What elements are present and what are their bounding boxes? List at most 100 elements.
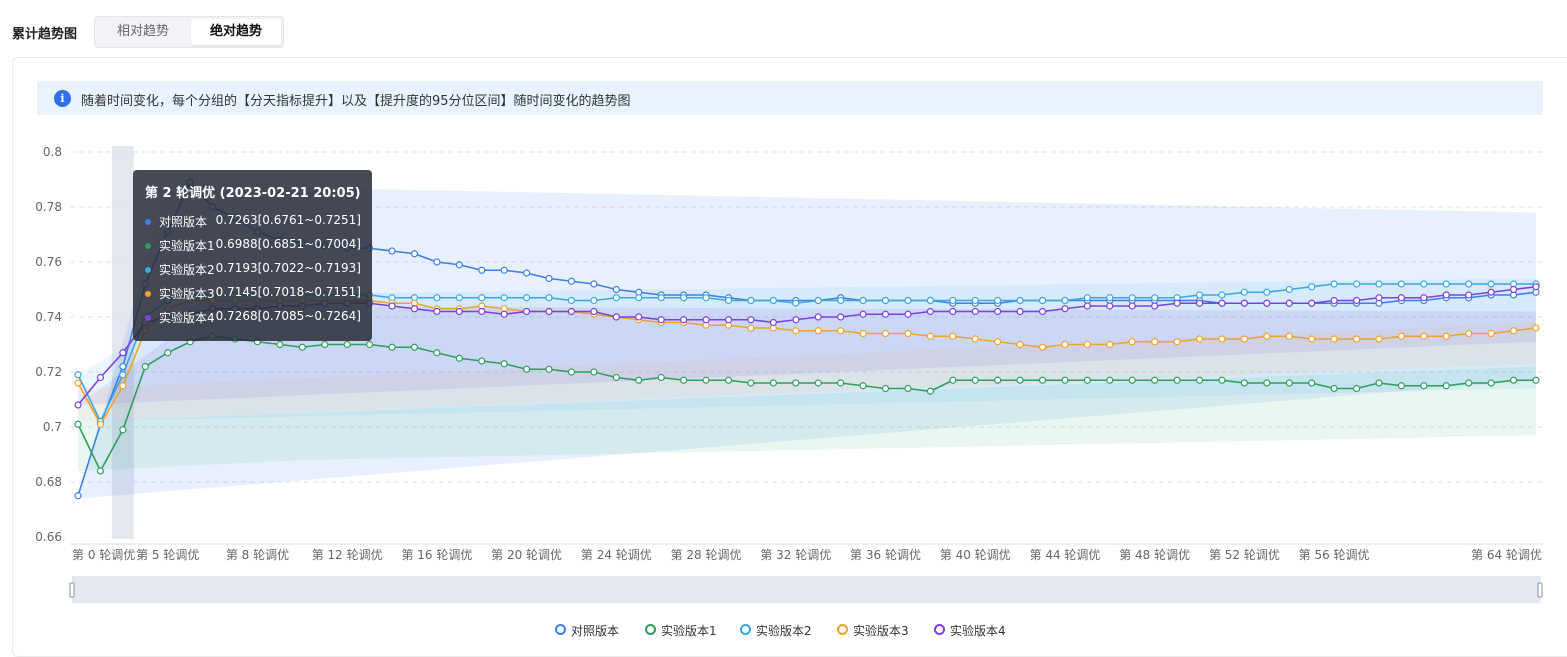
data-point xyxy=(702,376,710,384)
data-point xyxy=(747,316,755,324)
y-tick-label: 0.68 xyxy=(35,475,62,489)
data-point xyxy=(1487,280,1495,288)
x-tick-label: 第 5 轮调优 xyxy=(136,548,199,562)
data-point xyxy=(926,332,934,340)
data-point xyxy=(747,296,755,305)
data-point xyxy=(792,379,800,387)
legend-label: 对照版本 xyxy=(571,624,620,638)
data-point xyxy=(1016,376,1024,384)
data-point xyxy=(1106,376,1114,384)
data-point xyxy=(1465,280,1473,288)
data-point xyxy=(904,296,912,305)
tab-relative-trend[interactable]: 相对趋势 xyxy=(116,24,169,39)
data-point xyxy=(859,382,867,390)
data-point xyxy=(1442,332,1450,340)
data-point xyxy=(545,274,553,283)
data-point xyxy=(74,492,82,500)
data-point xyxy=(1240,299,1249,307)
data-point xyxy=(1038,376,1047,384)
x-tick-label: 第 36 轮调优 xyxy=(850,548,921,562)
data-point xyxy=(859,310,867,318)
zoom-handle-left[interactable] xyxy=(69,582,75,598)
data-point xyxy=(1083,376,1091,384)
data-point xyxy=(567,296,576,305)
info-icon: i xyxy=(54,90,71,107)
data-point xyxy=(545,365,553,373)
legend-label: 实验版本4 xyxy=(950,624,1006,638)
data-point xyxy=(881,296,890,305)
data-point xyxy=(1083,340,1091,349)
data-point xyxy=(724,316,733,324)
data-point xyxy=(724,376,733,384)
x-tick-label: 第 12 轮调优 xyxy=(312,548,383,562)
tab-absolute-trend[interactable]: 绝对趋势 xyxy=(191,19,281,45)
confidence-band xyxy=(78,306,1536,405)
data-point xyxy=(74,379,82,387)
data-point xyxy=(994,296,1002,305)
data-point xyxy=(590,368,598,376)
data-point xyxy=(949,307,957,316)
x-tick-label: 第 20 轮调优 xyxy=(491,548,562,562)
data-point xyxy=(657,373,665,382)
data-point xyxy=(1465,291,1473,299)
data-point xyxy=(1308,283,1316,291)
tooltip-series-name: 实验版本3 xyxy=(159,287,215,301)
data-point xyxy=(971,376,979,384)
data-point xyxy=(478,357,486,365)
data-point xyxy=(1218,299,1226,307)
data-point xyxy=(1218,291,1226,299)
data-point xyxy=(971,307,979,316)
data-point xyxy=(1352,296,1361,305)
legend-ring-icon xyxy=(645,624,656,635)
x-tick-label: 第 56 轮调优 xyxy=(1299,548,1370,562)
data-point xyxy=(1038,296,1047,305)
series-dot-icon xyxy=(145,267,151,273)
x-tick-label: 第 8 轮调优 xyxy=(226,548,289,562)
y-tick-label: 0.8 xyxy=(43,145,62,159)
data-point xyxy=(635,313,643,321)
tooltip-series-name: 实验版本2 xyxy=(159,263,215,277)
data-point xyxy=(298,343,306,351)
data-point xyxy=(1106,294,1114,302)
y-tick-label: 0.76 xyxy=(35,255,62,269)
data-point xyxy=(881,384,890,393)
data-point xyxy=(433,258,441,266)
x-axis: 第 0 轮调优第 5 轮调优 第 8 轮调优 第 12 轮调优 第 16 轮调优 第 2… xyxy=(70,543,1543,562)
data-point xyxy=(702,316,710,324)
zoom-slider-track[interactable] xyxy=(72,576,1541,603)
data-point xyxy=(366,340,374,349)
data-point xyxy=(1532,324,1540,332)
data-point xyxy=(433,307,441,316)
data-point xyxy=(612,313,620,321)
data-point xyxy=(994,338,1002,346)
y-tick-label: 0.78 xyxy=(35,200,62,214)
data-point xyxy=(500,360,508,368)
info-banner: i 随着时间变化，每个分组的【分天指标提升】以及【提升度的95分位区间】随时间变… xyxy=(37,81,1543,115)
x-tick-label: 第 24 轮调优 xyxy=(581,548,652,562)
data-zoom-slider[interactable] xyxy=(69,576,1543,603)
data-point xyxy=(1061,305,1069,313)
data-point xyxy=(1442,291,1450,299)
data-point xyxy=(837,379,845,387)
data-point xyxy=(635,294,643,302)
data-point xyxy=(926,296,934,305)
tooltip-row: 实验版本2 0.7193[0.7022~0.7193] xyxy=(145,261,361,279)
legend-label: 实验版本2 xyxy=(756,624,812,638)
data-point xyxy=(74,401,82,409)
data-point xyxy=(1195,299,1204,307)
legend-label: 实验版本1 xyxy=(661,624,717,638)
data-point xyxy=(612,285,620,294)
data-point xyxy=(1061,376,1069,384)
data-point xyxy=(410,343,419,351)
legend-ring-icon xyxy=(740,624,751,635)
data-point xyxy=(1240,335,1249,343)
data-point xyxy=(1352,384,1361,393)
zoom-handle-right[interactable] xyxy=(1537,582,1543,598)
data-point xyxy=(1375,379,1383,387)
tooltip-series-value: 0.7145[0.7018~0.7151] xyxy=(215,285,361,299)
data-point xyxy=(500,310,508,318)
data-point xyxy=(1532,376,1540,384)
data-point xyxy=(792,299,800,307)
data-point xyxy=(1375,335,1383,343)
